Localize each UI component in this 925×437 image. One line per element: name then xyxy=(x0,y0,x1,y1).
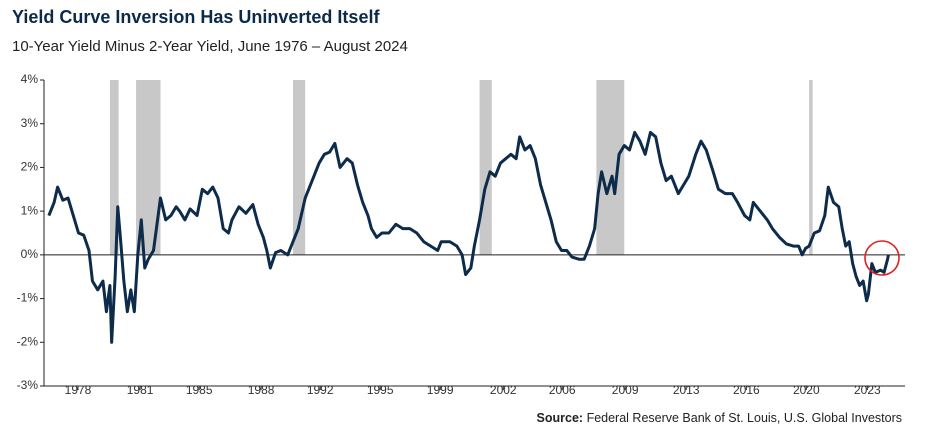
x-tick-label: 2002 xyxy=(490,383,517,397)
y-tick-label: 4% xyxy=(21,72,39,86)
x-tick-label: 2013 xyxy=(673,383,700,397)
x-tick-label: 2020 xyxy=(793,383,820,397)
y-tick-label: 0% xyxy=(21,247,39,261)
x-tick-label: 1999 xyxy=(427,383,454,397)
x-tick-label: 1995 xyxy=(367,383,394,397)
chart-subtitle: 10-Year Yield Minus 2-Year Yield, June 1… xyxy=(12,38,408,55)
y-tick-label: -2% xyxy=(17,334,39,348)
recession-band xyxy=(809,80,813,255)
recession-band xyxy=(596,80,625,255)
source-text: Federal Reserve Bank of St. Louis, U.S. … xyxy=(587,411,902,425)
spread-line xyxy=(47,130,890,344)
x-tick-label: 1981 xyxy=(127,383,154,397)
x-tick-label: 1978 xyxy=(65,383,92,397)
x-tick-label: 1988 xyxy=(248,383,275,397)
chart-title: Yield Curve Inversion Has Uninverted Its… xyxy=(12,7,380,27)
y-tick-label: 2% xyxy=(21,160,39,174)
highlight-circle xyxy=(864,240,900,276)
x-tick-label: 2023 xyxy=(854,383,881,397)
x-tick-label: 1985 xyxy=(186,383,213,397)
x-tick-label: 2009 xyxy=(612,383,639,397)
x-tick-label: 2006 xyxy=(549,383,576,397)
y-tick-label: -1% xyxy=(17,291,39,305)
y-tick-label: 3% xyxy=(21,116,39,130)
x-tick-label: 2016 xyxy=(733,383,760,397)
recession-band xyxy=(479,80,492,255)
y-tick-label: -3% xyxy=(17,378,39,392)
recession-band xyxy=(109,80,119,255)
source-label: Source: xyxy=(537,411,584,425)
source: Source: Federal Reserve Bank of St. Loui… xyxy=(537,411,902,425)
x-tick-label: 1992 xyxy=(307,383,334,397)
y-tick-label: 1% xyxy=(21,203,39,217)
